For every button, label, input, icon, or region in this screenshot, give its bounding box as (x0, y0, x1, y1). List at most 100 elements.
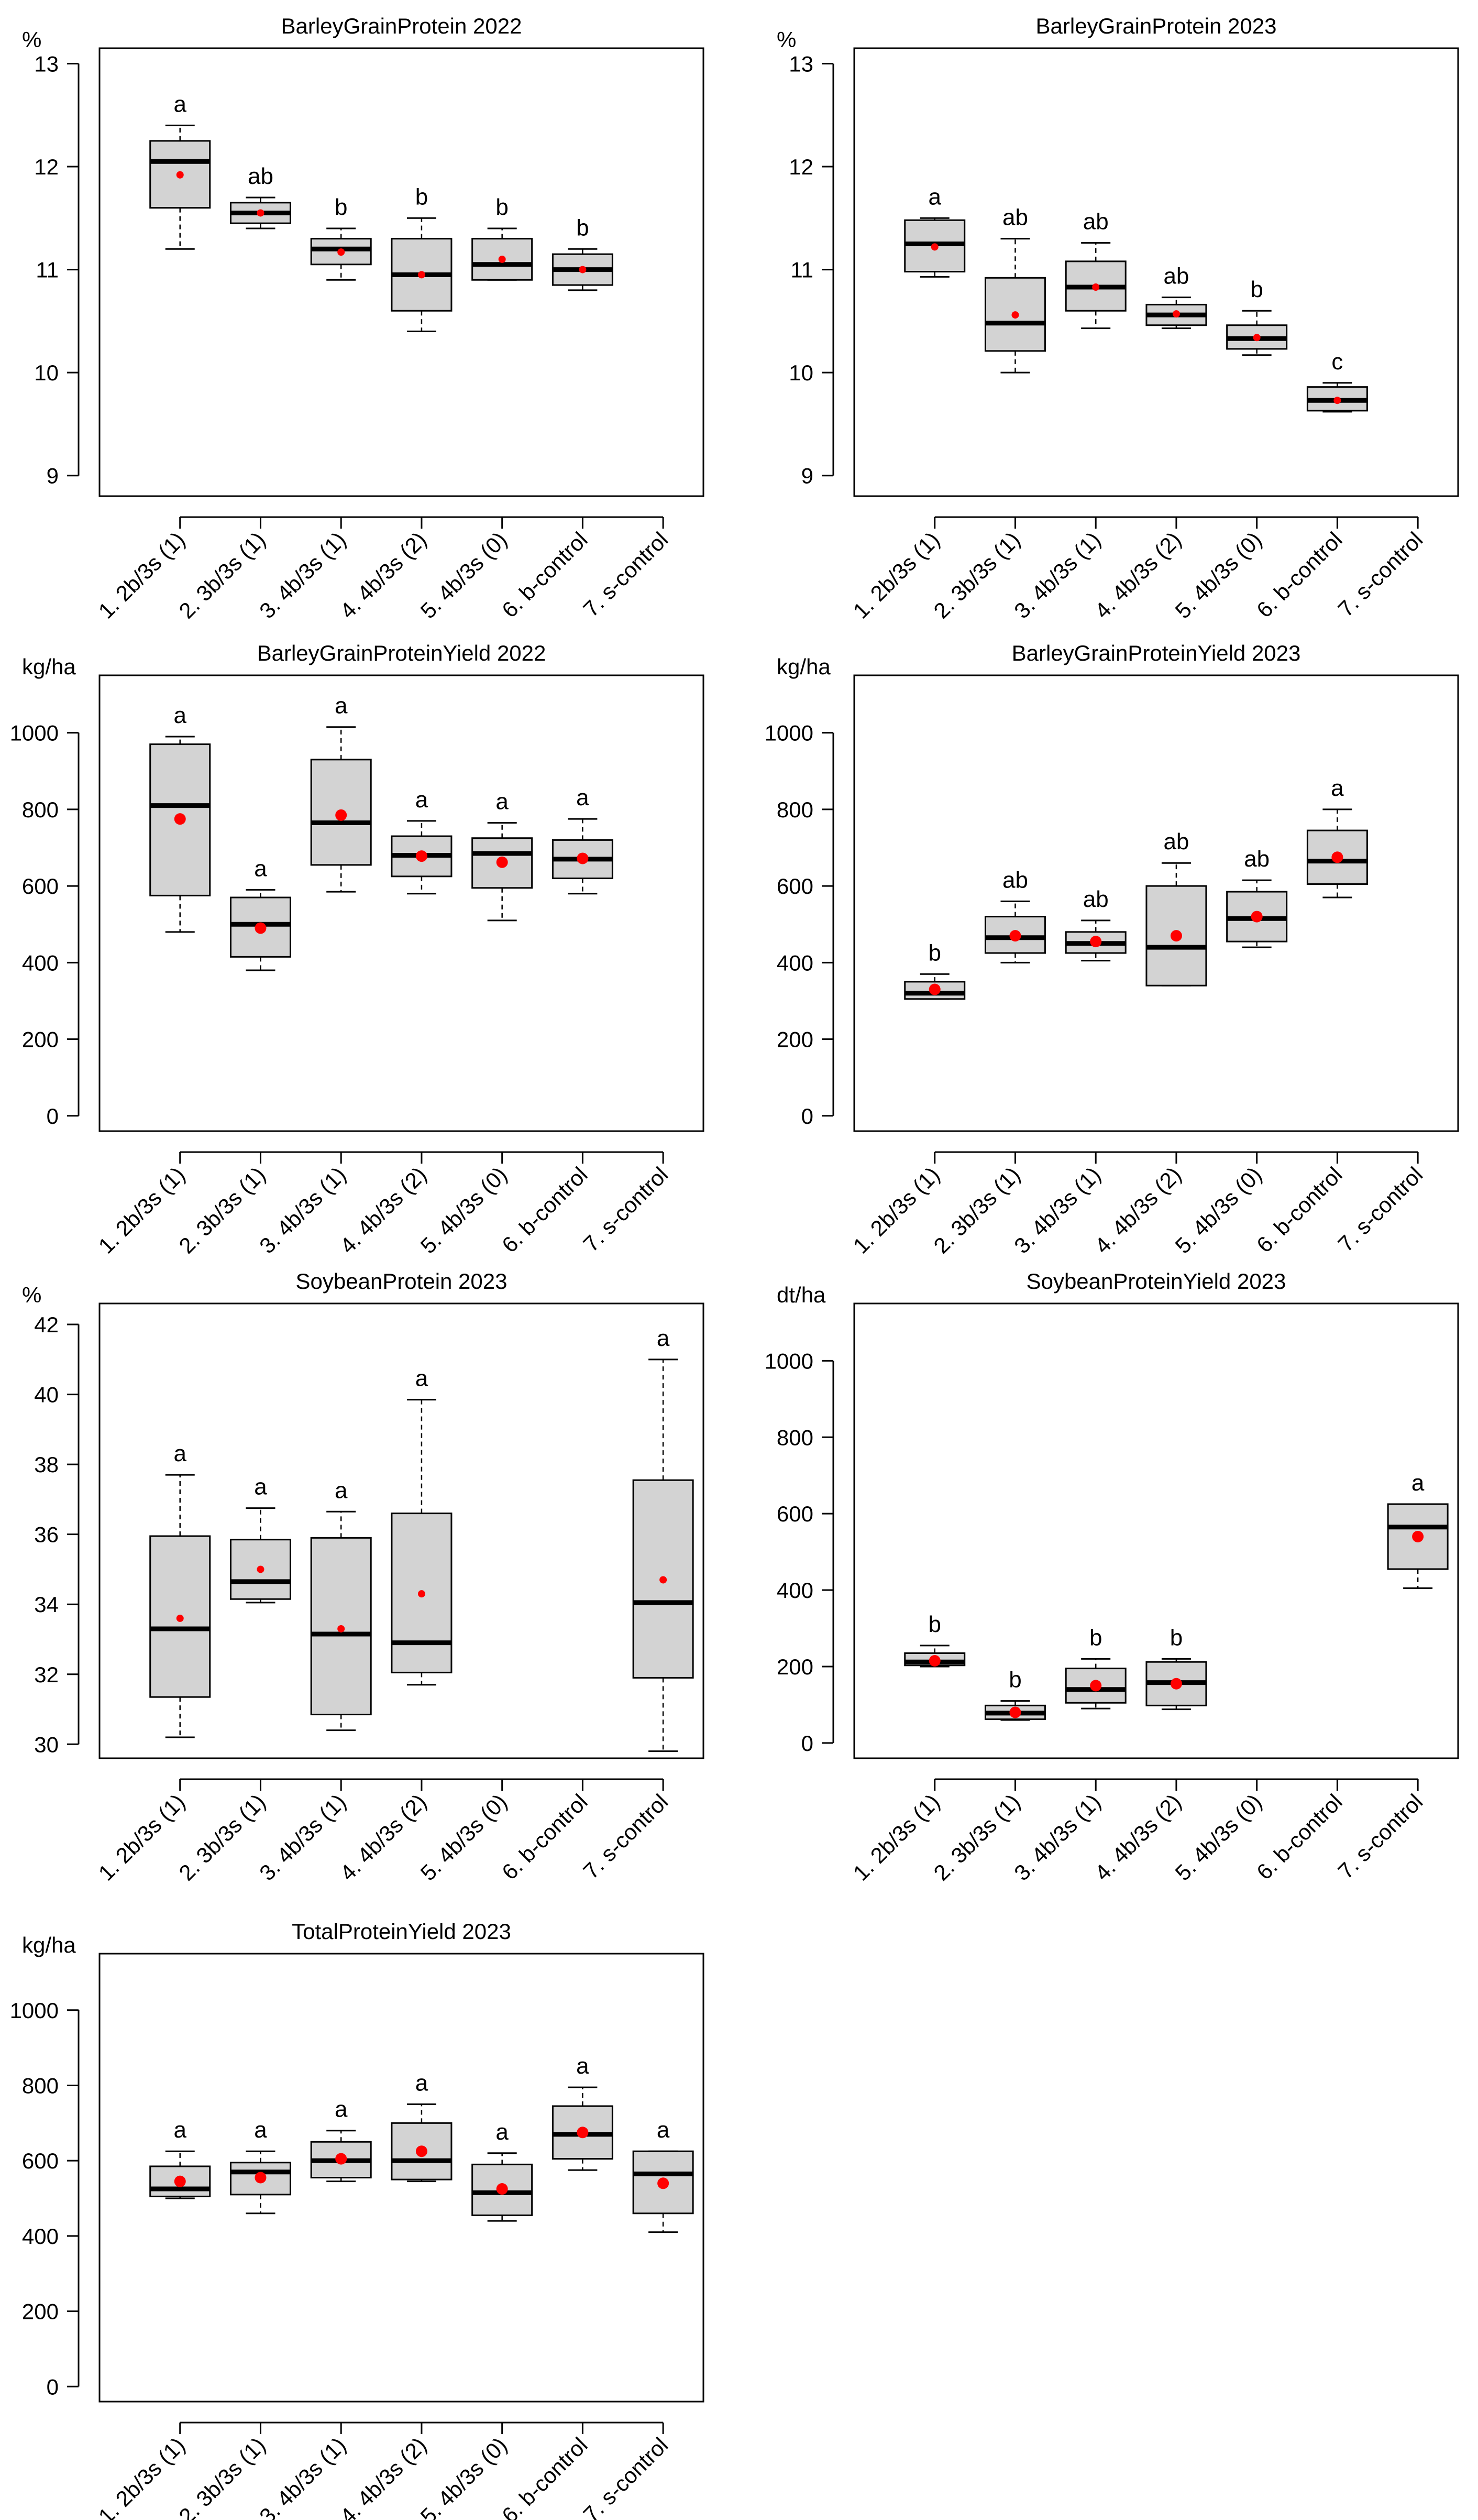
y-tick-label: 200 (22, 2299, 59, 2324)
y-tick-label: 12 (789, 155, 813, 179)
plot-frame (98, 1953, 704, 2403)
mean-point (657, 2177, 669, 2189)
box-group: a (149, 703, 211, 933)
significance-letter: a (415, 787, 428, 813)
significance-letter: ab (1083, 209, 1109, 234)
mean-point (415, 850, 427, 862)
significance-letter: a (495, 2119, 509, 2145)
y-tick-label: 36 (34, 1522, 59, 1547)
y-tick-label: 200 (777, 1027, 813, 1052)
box-group: a (552, 2053, 613, 2171)
box-group: ab (1065, 886, 1127, 962)
y-tick-label: 30 (34, 1732, 59, 1757)
mean-point (257, 1565, 264, 1573)
significance-letter: ab (1002, 205, 1028, 231)
box-group: a (904, 184, 966, 278)
box-group: b (984, 1667, 1046, 1721)
y-axis-unit-label: % (777, 27, 796, 52)
box-group: a (1387, 1470, 1449, 1589)
chart-title: SoybeanProtein 2023 (296, 1269, 508, 1294)
mean-point (1009, 930, 1021, 942)
box-group: a (632, 1325, 694, 1752)
mean-point (1251, 911, 1263, 923)
y-tick-label: 600 (22, 874, 59, 899)
y-tick-label: 200 (777, 1655, 813, 1679)
mean-point (1170, 930, 1182, 942)
significance-letter: b (928, 1612, 941, 1637)
box-group: a (391, 2070, 453, 2183)
mean-point (1011, 311, 1019, 319)
chart-title: TotalProteinYield 2023 (292, 1919, 511, 1944)
box-group: ab (1226, 846, 1288, 948)
significance-letter: a (254, 856, 267, 881)
box-group: a (632, 2117, 694, 2233)
box-group: ab (1145, 264, 1207, 330)
y-tick-label: 0 (801, 1731, 813, 1756)
y-tick-label: 34 (34, 1592, 59, 1617)
box-group: a (149, 1441, 211, 1738)
y-tick-label: 10 (789, 360, 813, 385)
mean-point (577, 852, 589, 864)
y-tick-label: 0 (801, 1104, 813, 1128)
significance-letter: a (576, 2053, 589, 2079)
significance-letter: a (173, 703, 186, 728)
significance-letter: a (173, 1441, 186, 1466)
significance-letter: ab (1083, 886, 1109, 912)
box-group: ab (984, 205, 1046, 374)
significance-letter: a (1411, 1470, 1425, 1496)
mean-point (1253, 334, 1261, 342)
y-axis-unit-label: % (22, 1283, 41, 1307)
mean-point (255, 922, 267, 934)
significance-letter: b (1170, 1625, 1183, 1650)
mean-point (176, 1614, 184, 1622)
significance-letter: a (173, 2117, 186, 2143)
box-group: b (310, 194, 372, 281)
box-group: ab (984, 867, 1046, 963)
chart-title: BarleyGrainProtein 2022 (281, 14, 522, 38)
interquartile-box (471, 2163, 533, 2216)
significance-letter: a (415, 2070, 428, 2096)
mean-point (1092, 283, 1100, 291)
y-tick-label: 600 (22, 2149, 59, 2173)
y-axis-unit-label: kg/ha (22, 654, 76, 679)
mean-point (174, 2175, 186, 2187)
mean-point (577, 2127, 589, 2139)
box-group: a (310, 2097, 372, 2183)
significance-letter: a (254, 1474, 267, 1500)
significance-letter: b (576, 215, 589, 240)
box-group: a (1306, 775, 1368, 899)
y-tick-label: 800 (22, 2073, 59, 2098)
box-group: b (552, 215, 613, 291)
box-group: ab (1065, 209, 1127, 330)
y-tick-label: 600 (777, 874, 813, 899)
mean-point (1009, 1706, 1021, 1718)
box-group: b (1065, 1625, 1127, 1710)
significance-letter: ab (1163, 829, 1189, 854)
y-tick-label: 800 (22, 797, 59, 822)
y-tick-label: 400 (777, 950, 813, 975)
box-group: a (229, 1474, 291, 1604)
y-axis-unit-label: % (22, 27, 41, 52)
significance-letter: a (495, 788, 509, 814)
mean-point (929, 983, 941, 995)
plot-frame (853, 47, 1459, 497)
y-tick-label: 200 (22, 1027, 59, 1052)
significance-letter: a (335, 2097, 348, 2122)
y-tick-label: 0 (47, 1104, 59, 1128)
box-group: b (471, 194, 533, 281)
mean-point (498, 255, 506, 263)
box-group: a (391, 787, 453, 895)
y-tick-label: 11 (36, 258, 59, 282)
significance-letter: b (928, 940, 941, 966)
y-tick-label: 38 (34, 1452, 59, 1477)
y-tick-label: 400 (22, 950, 59, 975)
mean-point (579, 266, 587, 273)
mean-point (1172, 310, 1180, 318)
mean-point (496, 856, 508, 868)
mean-point (929, 1655, 941, 1667)
mean-point (335, 809, 347, 821)
box-group: a (229, 856, 291, 971)
significance-letter: a (173, 91, 186, 117)
box-group: a (310, 693, 372, 893)
